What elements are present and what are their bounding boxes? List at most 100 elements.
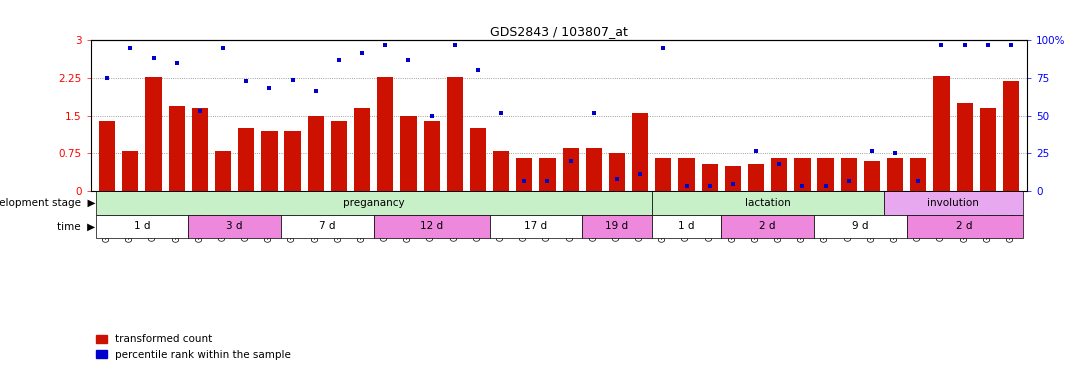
Bar bbox=[146, 76, 162, 191]
Point bbox=[284, 76, 301, 83]
Point bbox=[122, 45, 139, 51]
Bar bbox=[794, 159, 810, 191]
Point bbox=[261, 85, 278, 91]
Bar bbox=[424, 121, 440, 191]
Bar bbox=[678, 159, 694, 191]
Bar bbox=[188, 215, 281, 238]
Point bbox=[655, 45, 672, 51]
Bar bbox=[748, 164, 764, 191]
Bar bbox=[239, 128, 255, 191]
Point bbox=[353, 50, 370, 56]
Bar bbox=[470, 128, 486, 191]
Point bbox=[470, 68, 487, 74]
Bar bbox=[1003, 81, 1019, 191]
Text: 2 d: 2 d bbox=[760, 221, 776, 231]
Bar bbox=[933, 76, 949, 191]
Text: preganancy: preganancy bbox=[342, 198, 404, 208]
Bar bbox=[261, 131, 277, 191]
Bar bbox=[841, 159, 857, 191]
Point bbox=[724, 180, 742, 187]
Bar bbox=[95, 191, 652, 215]
Bar bbox=[100, 121, 116, 191]
Text: 2 d: 2 d bbox=[957, 221, 973, 231]
Text: 3 d: 3 d bbox=[227, 221, 243, 231]
Point bbox=[377, 42, 394, 48]
Text: 7 d: 7 d bbox=[319, 221, 336, 231]
Bar bbox=[446, 76, 463, 191]
Text: development stage  ▶: development stage ▶ bbox=[0, 198, 95, 208]
Point bbox=[423, 113, 440, 119]
Point bbox=[817, 183, 835, 189]
Text: 19 d: 19 d bbox=[606, 221, 628, 231]
Bar bbox=[308, 116, 324, 191]
Point bbox=[214, 45, 231, 51]
Point bbox=[840, 178, 857, 184]
Text: involution: involution bbox=[927, 198, 979, 208]
Bar bbox=[377, 76, 394, 191]
Point bbox=[400, 57, 417, 63]
Text: 17 d: 17 d bbox=[524, 221, 548, 231]
Bar bbox=[911, 159, 927, 191]
Bar bbox=[702, 164, 718, 191]
Point bbox=[887, 151, 904, 157]
Bar bbox=[817, 159, 834, 191]
Point bbox=[863, 148, 881, 154]
Bar bbox=[354, 108, 370, 191]
Bar bbox=[281, 215, 373, 238]
Bar bbox=[400, 116, 416, 191]
Bar bbox=[724, 166, 742, 191]
Legend: transformed count, percentile rank within the sample: transformed count, percentile rank withi… bbox=[96, 334, 291, 359]
Bar bbox=[95, 215, 188, 238]
Text: 1 d: 1 d bbox=[134, 221, 150, 231]
Point bbox=[516, 178, 533, 184]
Bar bbox=[285, 131, 301, 191]
Bar bbox=[957, 103, 973, 191]
Bar bbox=[655, 159, 672, 191]
Point bbox=[631, 170, 648, 177]
Title: GDS2843 / 103807_at: GDS2843 / 103807_at bbox=[490, 25, 628, 38]
Text: 9 d: 9 d bbox=[852, 221, 869, 231]
Bar bbox=[539, 159, 555, 191]
Bar bbox=[906, 215, 1023, 238]
Point bbox=[609, 175, 626, 182]
Point bbox=[238, 78, 255, 84]
Bar bbox=[582, 215, 652, 238]
Bar bbox=[632, 113, 648, 191]
Bar bbox=[721, 215, 814, 238]
Bar bbox=[331, 121, 347, 191]
Point bbox=[979, 42, 996, 48]
Bar bbox=[884, 191, 1023, 215]
Bar bbox=[563, 149, 579, 191]
Text: time  ▶: time ▶ bbox=[58, 221, 95, 231]
Point bbox=[910, 178, 927, 184]
Point bbox=[98, 75, 116, 81]
Bar bbox=[980, 108, 996, 191]
Point bbox=[331, 57, 348, 63]
Bar bbox=[863, 161, 880, 191]
Bar bbox=[192, 108, 208, 191]
Text: 12 d: 12 d bbox=[421, 221, 443, 231]
Point bbox=[446, 42, 463, 48]
Bar bbox=[652, 191, 884, 215]
Bar bbox=[609, 154, 625, 191]
Point bbox=[933, 42, 950, 48]
Bar bbox=[887, 159, 903, 191]
Bar bbox=[585, 149, 602, 191]
Point bbox=[770, 161, 788, 167]
Point bbox=[1003, 42, 1020, 48]
Bar bbox=[771, 159, 788, 191]
Bar bbox=[516, 159, 533, 191]
Bar bbox=[373, 215, 490, 238]
Point bbox=[192, 108, 209, 114]
Bar bbox=[652, 215, 721, 238]
Bar bbox=[122, 151, 138, 191]
Point bbox=[957, 42, 974, 48]
Point bbox=[585, 110, 602, 116]
Text: lactation: lactation bbox=[745, 198, 791, 208]
Point bbox=[748, 148, 765, 154]
Point bbox=[492, 110, 509, 116]
Point bbox=[307, 88, 324, 94]
Point bbox=[794, 183, 811, 189]
Bar bbox=[493, 151, 509, 191]
Point bbox=[678, 183, 696, 189]
